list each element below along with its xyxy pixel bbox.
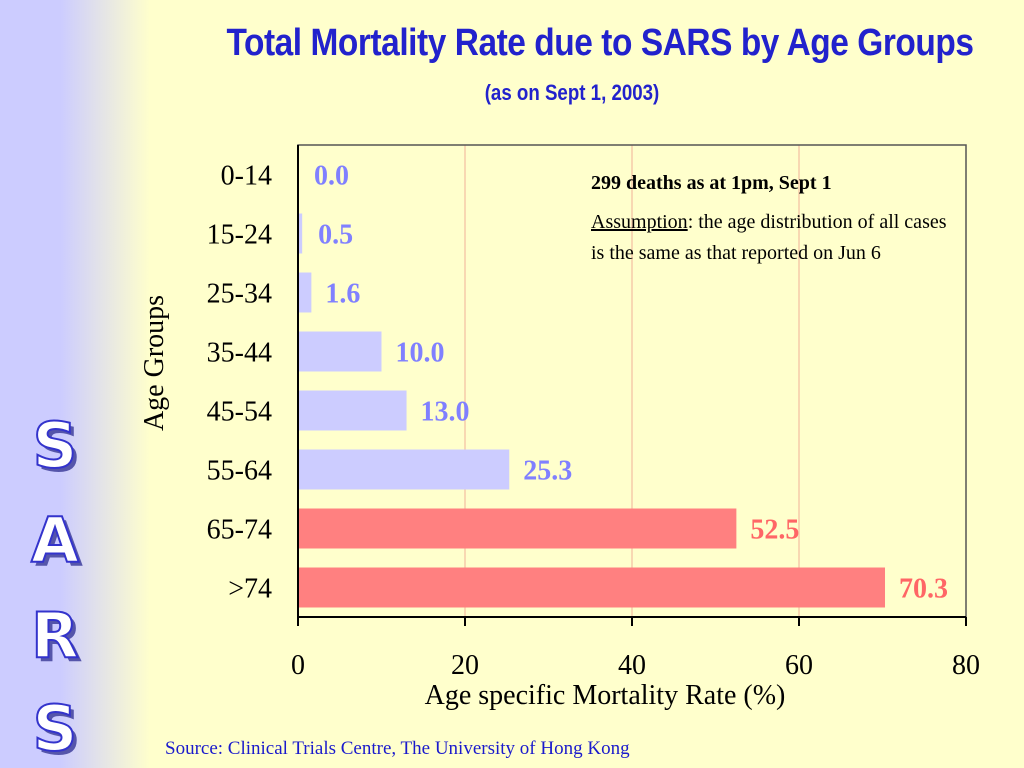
value-label-5: 25.3 bbox=[523, 456, 572, 487]
bar-3 bbox=[298, 331, 382, 372]
category-label-7: >74 bbox=[228, 574, 272, 605]
bar-4 bbox=[298, 390, 407, 431]
assumption-label: Assumption bbox=[591, 211, 688, 233]
value-label-3: 10.0 bbox=[396, 338, 445, 369]
chart-subtitle: (as on Sept 1, 2003) bbox=[484, 80, 660, 105]
side-letter-r: R bbox=[30, 599, 80, 672]
value-label-4: 13.0 bbox=[421, 397, 470, 428]
chart-annotation: 299 deaths as at 1pm, Sept 1 Assumption:… bbox=[591, 172, 951, 269]
side-letter-s1: S bbox=[32, 409, 79, 482]
value-label-7: 70.3 bbox=[899, 574, 948, 605]
x-tick-label-3: 60 bbox=[785, 650, 813, 681]
category-label-4: 45-54 bbox=[207, 397, 272, 428]
category-label-0: 0-14 bbox=[221, 161, 272, 192]
bar-2 bbox=[298, 272, 312, 313]
annotation-headline: 299 deaths as at 1pm, Sept 1 bbox=[591, 172, 832, 194]
category-label-1: 15-24 bbox=[207, 220, 272, 251]
category-label-2: 25-34 bbox=[207, 279, 272, 310]
source-note: Source: Clinical Trials Centre, The Univ… bbox=[165, 738, 630, 759]
y-axis-label: Age Groups bbox=[139, 294, 170, 432]
side-letter-s2: S bbox=[32, 692, 79, 765]
bar-5 bbox=[298, 449, 510, 490]
x-tick-label-0: 0 bbox=[291, 650, 305, 681]
annotation-assumption: Assumption: the age distribution of all … bbox=[591, 207, 951, 269]
x-tick-label-1: 20 bbox=[451, 650, 479, 681]
value-label-1: 0.5 bbox=[318, 220, 353, 251]
x-tick-label-4: 80 bbox=[952, 650, 980, 681]
bar-6 bbox=[298, 508, 737, 549]
sidebar-gradient bbox=[0, 0, 150, 768]
value-label-2: 1.6 bbox=[325, 279, 360, 310]
value-label-0: 0.0 bbox=[314, 161, 349, 192]
bar-7 bbox=[298, 567, 886, 608]
category-label-3: 35-44 bbox=[207, 338, 272, 369]
category-label-5: 55-64 bbox=[207, 456, 272, 487]
bar-1 bbox=[298, 213, 303, 254]
assumption-text: : the age distribution of all cases is t… bbox=[591, 211, 947, 264]
x-axis-label: Age specific Mortality Rate (%) bbox=[424, 680, 786, 711]
side-letter-a: A bbox=[30, 504, 80, 577]
x-tick-label-2: 40 bbox=[618, 650, 646, 681]
chart-title: Total Mortality Rate due to SARS by Age … bbox=[226, 22, 974, 64]
category-label-6: 65-74 bbox=[207, 515, 272, 546]
value-label-6: 52.5 bbox=[750, 515, 799, 546]
